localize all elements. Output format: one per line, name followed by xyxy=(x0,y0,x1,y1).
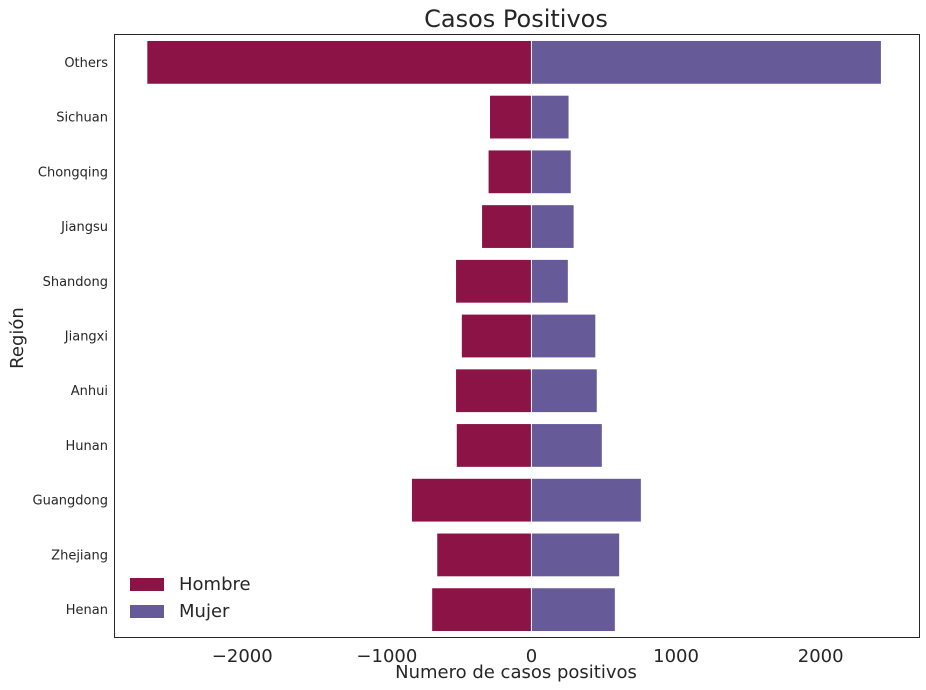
plot-frame xyxy=(114,34,920,638)
bar-mujer-jiangxi xyxy=(530,313,597,359)
bar-hombre-guangdong xyxy=(410,477,532,523)
legend-label-mujer: Mujer xyxy=(179,601,230,622)
bar-hombre-hunan xyxy=(455,423,532,468)
bar-mujer-sichuan xyxy=(530,94,570,140)
bar-hombre-jiangxi xyxy=(460,313,532,359)
bar-mujer-jiangsu xyxy=(530,204,575,249)
bar-mujer-hunan xyxy=(530,423,603,468)
legend-label-hombre: Hombre xyxy=(179,574,251,595)
bars-layer xyxy=(146,39,882,633)
x-tick-label: −1000 xyxy=(356,646,417,667)
bar-mujer-guangdong xyxy=(530,477,642,523)
x-axis-label: Numero de casos positivos xyxy=(395,662,637,683)
legend: Hombre Mujer xyxy=(130,574,251,622)
legend-swatch-mujer xyxy=(130,605,164,618)
chart-title: Casos Positivos xyxy=(424,5,608,33)
bar-hombre-sichuan xyxy=(489,94,532,140)
y-tick-label: Guangdong xyxy=(33,494,108,509)
bar-hombre-zhejiang xyxy=(436,532,532,578)
bar-mujer-others xyxy=(530,39,882,85)
y-tick-label: Sichuan xyxy=(56,111,108,126)
bar-hombre-jiangsu xyxy=(481,204,532,249)
x-tick-label: 1000 xyxy=(653,646,699,667)
bar-hombre-chongqing xyxy=(487,149,532,195)
bar-mujer-zhejiang xyxy=(530,532,621,578)
y-tick-label: Chongqing xyxy=(38,165,108,180)
y-tick-label: Jiangxi xyxy=(64,330,108,345)
bar-mujer-shandong xyxy=(530,258,569,304)
x-tick-label: 0 xyxy=(526,646,537,667)
bar-hombre-anhui xyxy=(455,368,532,414)
x-tick-label: −2000 xyxy=(212,646,273,667)
bar-mujer-henan xyxy=(530,587,616,633)
x-tick-label: 2000 xyxy=(798,646,844,667)
legend-swatch-hombre xyxy=(130,578,164,591)
y-tick-label: Jiangsu xyxy=(60,220,108,235)
bar-mujer-chongqing xyxy=(530,149,572,195)
y-tick-labels: Others Sichuan Chongqing Jiangsu Shandong Jia… xyxy=(33,56,109,618)
x-tick-labels: −2000 −1000 0 1000 2000 xyxy=(212,646,844,667)
bar-hombre-henan xyxy=(431,587,532,633)
y-tick-label: Henan xyxy=(66,603,108,618)
y-tick-label: Others xyxy=(64,56,108,71)
bar-mujer-anhui xyxy=(530,368,598,414)
bar-hombre-others xyxy=(146,39,532,85)
bar-hombre-shandong xyxy=(455,258,532,304)
y-tick-label: Zhejiang xyxy=(51,548,108,563)
y-axis-label: Región xyxy=(7,307,28,369)
y-tick-label: Anhui xyxy=(71,384,108,399)
y-tick-label: Hunan xyxy=(66,439,108,454)
y-tick-label: Shandong xyxy=(43,275,108,290)
